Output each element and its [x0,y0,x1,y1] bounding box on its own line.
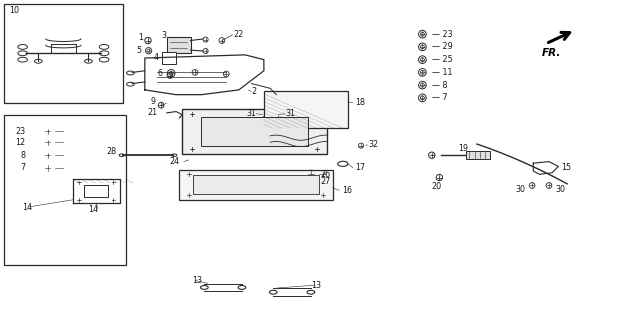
Bar [167,37,190,53]
Bar [193,175,319,194]
Text: 8: 8 [21,151,26,160]
Text: 14: 14 [89,205,99,214]
Text: 32: 32 [369,140,379,149]
Text: 9: 9 [151,97,156,106]
Text: 24: 24 [169,157,179,166]
Text: 30: 30 [556,185,566,194]
Text: 21: 21 [147,108,158,117]
Bar [201,117,308,146]
Text: 31: 31 [285,109,295,118]
Text: 10: 10 [9,6,19,15]
Text: 16: 16 [342,186,352,195]
Bar [4,116,126,265]
Text: 30: 30 [516,185,526,194]
Text: 6: 6 [158,69,163,78]
Bar [179,170,333,200]
Text: 14: 14 [23,203,33,212]
Text: 31: 31 [246,109,256,118]
Text: 15: 15 [561,164,571,172]
Text: 2: 2 [251,87,256,96]
Text: 18: 18 [355,98,365,107]
Text: — 23: — 23 [432,30,452,39]
Text: — 8: — 8 [432,81,447,90]
Text: 23: 23 [16,127,26,136]
Bar [4,4,123,103]
Text: 3: 3 [161,31,166,40]
Text: 20: 20 [432,182,442,191]
Text: 13: 13 [192,276,202,285]
Text: 19: 19 [458,144,468,153]
Text: 27: 27 [320,177,330,186]
Text: — 7: — 7 [432,93,447,102]
Bar [466,151,490,159]
Text: 12: 12 [16,138,26,147]
Bar [162,52,175,64]
Text: — 29: — 29 [432,42,453,52]
Text: 5: 5 [136,46,142,55]
Text: 26: 26 [320,170,330,179]
Text: 1: 1 [138,33,143,42]
Text: FR.: FR. [541,48,561,58]
Bar [264,92,349,128]
Text: 7: 7 [21,164,26,172]
Text: 17: 17 [355,164,365,172]
Text: — 11: — 11 [432,68,452,77]
Text: — 25: — 25 [432,55,453,64]
Text: 28: 28 [107,147,117,156]
Text: 4: 4 [154,53,159,62]
Text: 13: 13 [311,281,321,290]
Text: 22: 22 [234,30,244,39]
Bar [182,109,327,154]
